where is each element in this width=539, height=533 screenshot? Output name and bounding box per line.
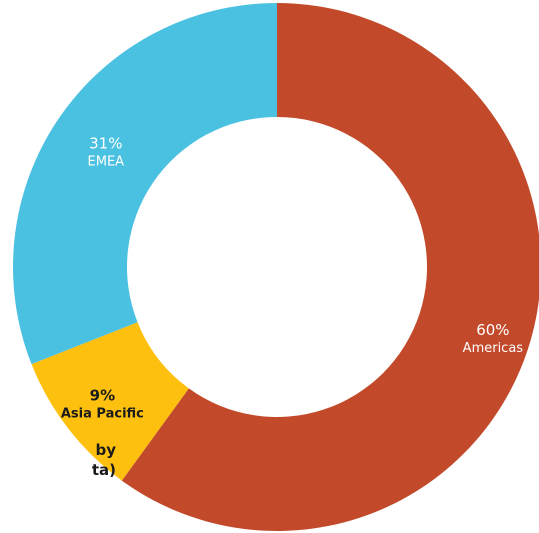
slice-label-asia-pacific: 9% Asia Pacific	[61, 386, 144, 421]
slice-name-label: Asia Pacific	[61, 406, 144, 421]
slice-emea	[12, 3, 278, 365]
slice-name-label: EMEA	[88, 155, 125, 170]
slice-label-americas: 60% Americas	[463, 321, 524, 356]
slice-percent-label: 31%	[89, 135, 122, 153]
slice-percent-label: 60%	[476, 321, 509, 339]
caption-line-1: by	[95, 441, 116, 459]
slice-name-label: Americas	[463, 341, 524, 356]
slice-asia-pacific	[31, 322, 189, 481]
slice-labels: 60% Americas 9% Asia Pacific 31% EMEA	[61, 135, 523, 422]
caption-line-2: ta)	[91, 461, 116, 479]
slice-label-emea: 31% EMEA	[88, 135, 125, 170]
slice-americas	[121, 3, 539, 531]
donut-slices	[12, 3, 539, 531]
chart-caption: by ta)	[0, 440, 120, 480]
slice-percent-label: 9%	[90, 386, 115, 404]
